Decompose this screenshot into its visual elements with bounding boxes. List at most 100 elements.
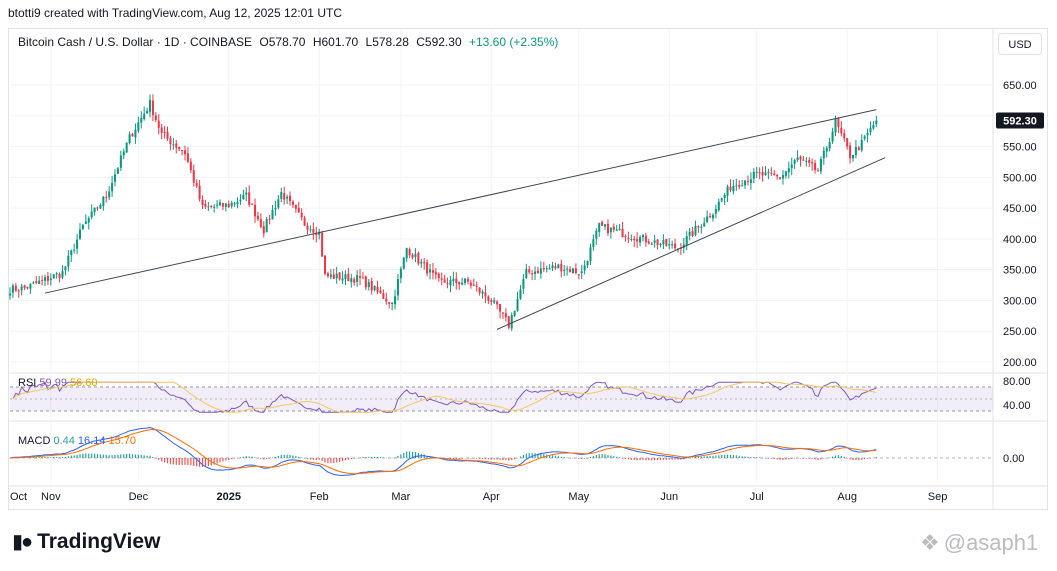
candle-body [280, 191, 283, 199]
candle-body [23, 285, 26, 288]
macd-histogram-bar [834, 455, 837, 458]
candle-body [773, 173, 776, 176]
macd-histogram-bar [601, 454, 603, 458]
candle-body [312, 229, 315, 233]
candle-body [589, 247, 592, 262]
candle-body [233, 203, 236, 205]
candle-body [87, 218, 90, 223]
candle-body [213, 206, 216, 208]
candle-body [592, 239, 595, 248]
macd-histogram-bar [225, 458, 227, 461]
macd-histogram-bar [201, 458, 204, 468]
macd-histogram-bar [301, 457, 303, 458]
candle-body [55, 273, 58, 275]
candle-body [122, 151, 125, 156]
macd-histogram-bar [636, 458, 638, 461]
macd-histogram-bar [175, 458, 177, 465]
macd-histogram-bar [376, 457, 379, 458]
gridlines [8, 28, 1048, 510]
candle-body [105, 196, 108, 198]
macd-histogram-bar [266, 458, 268, 459]
macd-histogram-bar [298, 456, 300, 458]
candle-body [382, 293, 385, 299]
macd-histogram-bar [394, 457, 396, 458]
candle-body [507, 316, 510, 328]
candle-body [420, 261, 423, 264]
rsi-ma-line [12, 381, 877, 413]
macd-histogram-bar [586, 458, 589, 459]
macd-histogram-bar [651, 458, 653, 461]
macd-histogram-bar [204, 458, 207, 467]
currency-button[interactable]: USD [998, 33, 1042, 55]
candle-body [519, 289, 522, 299]
macd-histogram-bar [96, 454, 99, 458]
candle-body [8, 293, 12, 296]
macd-histogram-bar [837, 455, 840, 458]
candle-body [256, 215, 259, 220]
macd-histogram-bar [502, 458, 504, 460]
candle-body [694, 226, 697, 235]
diamond-icon: ❖ [920, 530, 940, 555]
macd-histogram-bar [333, 458, 335, 464]
macd-histogram-bar [554, 455, 557, 458]
candle-body [370, 280, 373, 291]
macd-histogram-bar [429, 456, 431, 458]
candle-body [286, 196, 289, 199]
macd-histogram-bar [823, 458, 825, 459]
macd-histogram-bar [280, 454, 282, 458]
rsi-pane: RSI 59.99 56.60 [10, 377, 993, 413]
rsi-legend: RSI 59.99 56.60 [18, 377, 98, 389]
candle-body [866, 133, 869, 136]
macd-histogram-bar [70, 455, 72, 458]
macd-histogram-bar [846, 457, 848, 459]
candle-body [143, 113, 146, 120]
open-value: O578.70 [259, 35, 306, 49]
candle-body [224, 203, 227, 207]
macd-histogram-bar [274, 456, 277, 458]
trendline-lower [496, 157, 886, 330]
candle-body [253, 204, 257, 217]
candle-body [577, 274, 580, 276]
candle-body [300, 212, 303, 218]
candle-body [376, 286, 379, 292]
macd-histogram-bar [56, 457, 58, 458]
candle-body [828, 141, 831, 149]
macd-histogram-bar [187, 458, 189, 466]
macd-histogram-bar [61, 457, 64, 458]
time-tick-label: Nov [41, 491, 61, 503]
candle-body [93, 207, 96, 213]
symbol-legend: Bitcoin Cash / U.S. Dollar · 1D · COINBA… [18, 35, 562, 49]
candle-body [32, 282, 35, 284]
candle-body [67, 255, 70, 267]
candle-body [779, 177, 782, 179]
candle-body [499, 304, 502, 312]
candle-body [566, 268, 569, 270]
candle-body [192, 170, 195, 183]
candle-body [248, 192, 251, 205]
price-tick-label: 500.00 [1003, 172, 1037, 184]
tradingview-logo[interactable]: ▮● TradingView [12, 529, 160, 554]
macd-histogram-bar [691, 457, 694, 459]
candle-body [840, 127, 843, 134]
candle-body [324, 255, 327, 274]
macd-histogram-bar [551, 455, 554, 458]
candle-body [221, 203, 224, 207]
macd-histogram-bar [788, 458, 790, 460]
macd-histogram-bar [811, 458, 813, 459]
candle-body [440, 278, 443, 280]
candle-body [834, 118, 837, 133]
macd-histogram-bar [697, 456, 699, 458]
candle-body [662, 240, 665, 245]
candle-body [408, 249, 411, 256]
candle-body [429, 269, 432, 273]
macd-histogram-value: 0.44 [53, 435, 77, 447]
macd-histogram-bar [703, 456, 705, 458]
macd-histogram-bar [537, 453, 539, 458]
candle-body [487, 296, 490, 301]
macd-pane: MACD 0.44 16.14 15.70 [9, 426, 993, 477]
macd-histogram-bar [231, 458, 233, 460]
candle-body [849, 145, 852, 159]
candle-body [574, 268, 577, 274]
macd-histogram-bar [779, 458, 781, 460]
